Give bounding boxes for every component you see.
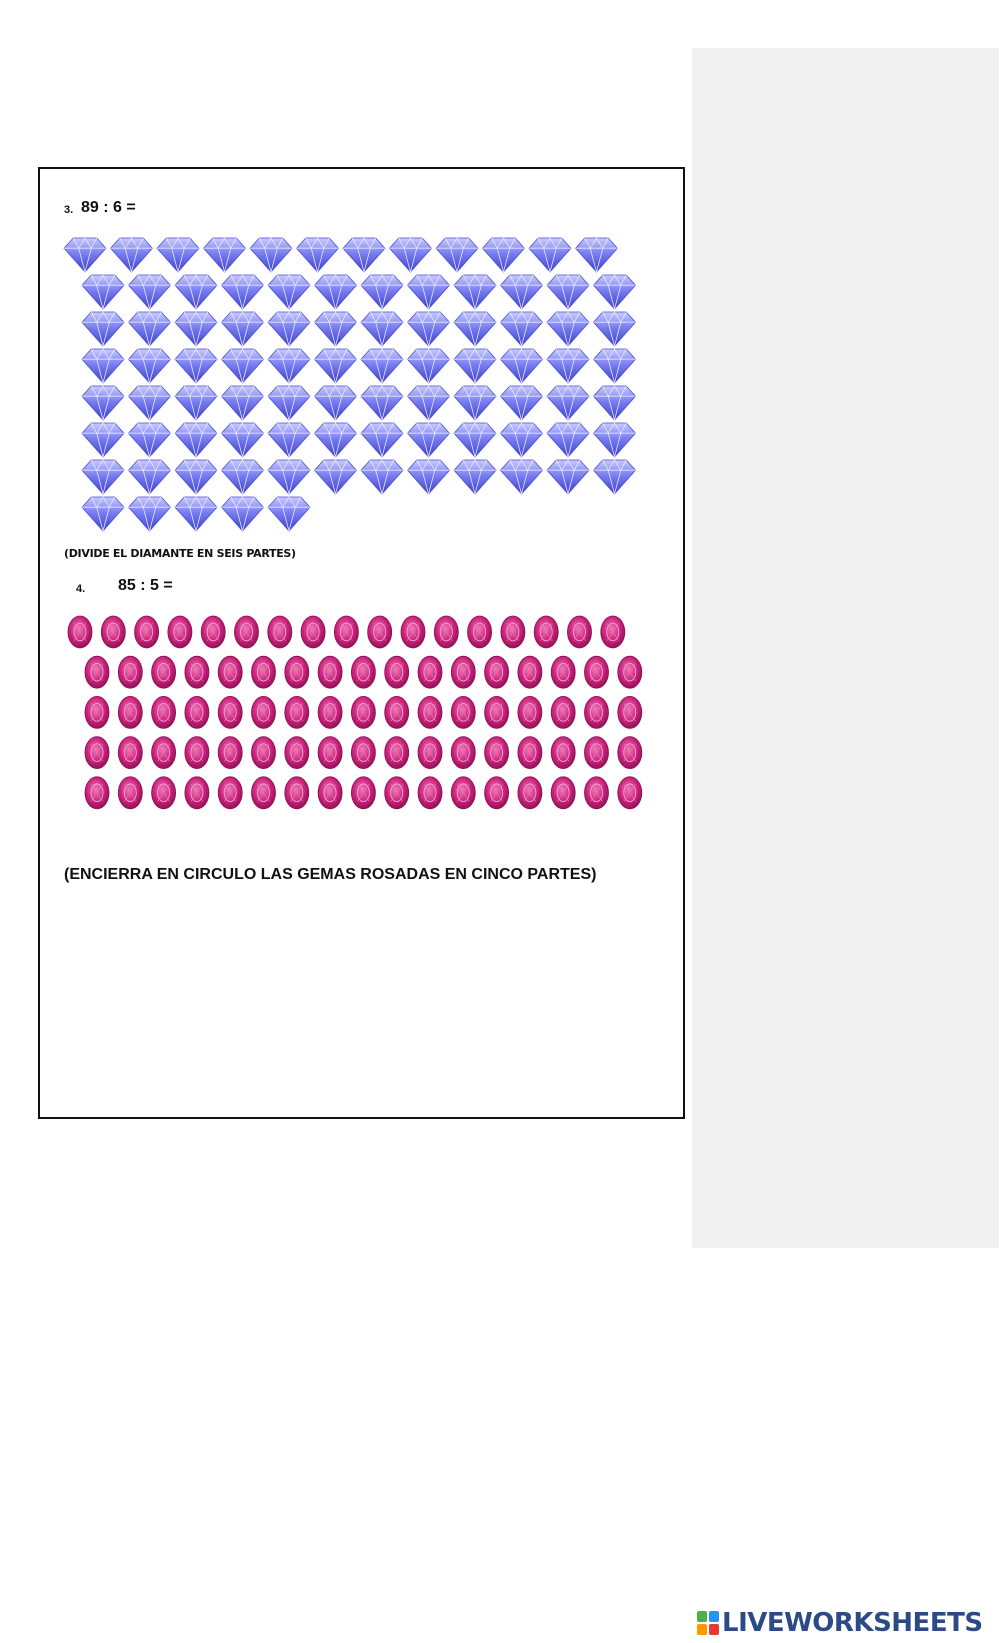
question-3-expression: 89 : 6 =	[81, 199, 136, 216]
question-4-instruction: (ENCIERRA EN CIRCULO LAS GEMAS ROSADAS E…	[64, 866, 597, 883]
question-4-number: 4.	[76, 583, 86, 595]
logo-badge-icon	[697, 1611, 719, 1635]
question-4-expression: 85 : 5 =	[118, 577, 173, 594]
question-3-number: 3.	[64, 204, 74, 216]
worksheet-frame	[38, 167, 685, 1119]
logo-text: LIVEWORKSHEETS	[722, 1608, 983, 1638]
side-panel	[692, 48, 999, 1248]
question-3-instruction: (DIVIDE EL DIAMANTE EN SEIS PARTES)	[64, 547, 296, 560]
liveworksheets-logo: LIVEWORKSHEETS	[697, 1608, 983, 1638]
